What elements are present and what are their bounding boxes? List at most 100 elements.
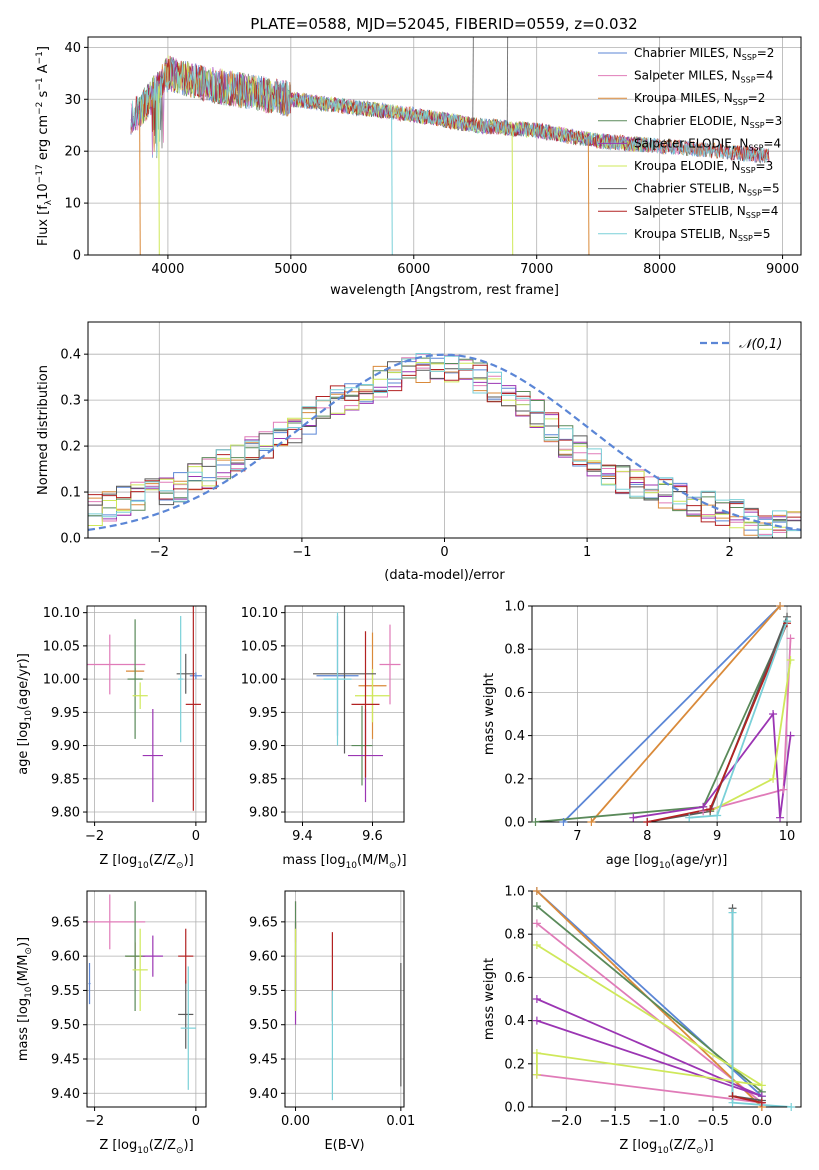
weight-marker — [783, 617, 792, 626]
legend-nssp-prefix: , N — [724, 159, 741, 173]
y-axis-label: Normed distribution — [36, 365, 51, 495]
errorbar-point — [142, 709, 163, 803]
legend-nssp-sub: SSP — [748, 143, 763, 152]
x-axis-label-part: (Z/Z — [149, 1138, 176, 1153]
errorbar-point — [379, 624, 401, 705]
mass_vs_EBV-panel: 0.00 0.01 9.40 9.45 9.50 9.55 9.60 9.65 E(B-V) — [249, 890, 415, 1153]
y-tick-label: 10.00 — [241, 673, 278, 688]
x-axis-label-part: (Z/Z — [149, 853, 176, 868]
legend-label: Chabrier MILES, NSSP=2 — [634, 46, 774, 62]
spectrum-dropout — [139, 110, 141, 255]
errorbar-point — [87, 894, 146, 950]
y-axis-label-part: s — [36, 90, 51, 101]
y-axis-label-part: −17 — [35, 164, 45, 183]
legend-nssp-eq: = — [762, 182, 772, 196]
y-axis-label-part: 10 — [36, 183, 51, 200]
x-tick-label: 4000 — [151, 262, 184, 277]
y-tick-label: 10.10 — [43, 606, 80, 621]
weight-line-0 — [536, 891, 763, 1097]
y-axis-label-part: )] — [16, 937, 31, 947]
errorbar-point — [313, 606, 376, 754]
y-tick-label: 20 — [64, 145, 81, 160]
x-tick-label: 2 — [726, 545, 734, 560]
x-tick-label: 0 — [440, 545, 448, 560]
weight-marker — [706, 805, 715, 814]
y-tick-label: 0.0 — [504, 1101, 525, 1116]
y-tick-label: 9.60 — [51, 950, 80, 965]
weight-line-7 — [732, 1095, 763, 1104]
y-tick-label: 9.45 — [51, 1053, 80, 1068]
errorbar-point — [178, 980, 194, 1049]
legend-nssp-eq: = — [763, 136, 773, 150]
y-axis-label-part: (M/M — [16, 955, 31, 987]
legend-nssp-prefix: , N — [721, 227, 738, 241]
weight-marker — [769, 774, 778, 783]
weight-line-3 — [536, 905, 763, 1093]
legend-nssp-prefix: , N — [725, 46, 742, 60]
y-tick-label: 9.40 — [51, 1087, 80, 1102]
y-tick-label: 0.4 — [504, 1014, 525, 1029]
y-tick-label: 9.80 — [51, 806, 80, 821]
y-tick-label: 10.00 — [43, 673, 80, 688]
errorbar-point — [351, 631, 380, 778]
y-axis-label: mass [log10(M/M⊙)] — [16, 937, 34, 1061]
x-tick-label: 1 — [583, 545, 591, 560]
y-tick-label: 9.95 — [51, 706, 80, 721]
legend-model-name: Chabrier ELODIE — [634, 114, 733, 128]
legend-model-name: Salpeter ELODIE — [634, 136, 732, 150]
axes-frame — [284, 605, 405, 823]
legend-nssp-value: 5 — [763, 227, 771, 241]
x-axis-label-part: Z [log — [99, 853, 137, 868]
x-tick-label: −0.5 — [697, 1114, 729, 1129]
weight-marker — [786, 634, 795, 643]
weight-marker — [776, 813, 785, 822]
axes-frame — [86, 890, 207, 1108]
x-tick-label: 9.6 — [362, 829, 383, 844]
x-tick-label: 0.0 — [752, 1114, 773, 1129]
weight-line-8 — [689, 620, 788, 819]
x-tick-label: 0.01 — [386, 1114, 415, 1129]
x-axis-label-part: age [log — [606, 853, 659, 868]
x-axis-label: E(B-V) — [324, 1138, 364, 1153]
x-tick-label: 8 — [643, 829, 651, 844]
x-axis-label: Z [log10(Z/Z⊙)] — [99, 1138, 193, 1156]
y-tick-label: 9.90 — [51, 739, 80, 754]
x-tick-label: 0 — [192, 1114, 200, 1129]
x-axis-label-part: ⊙ — [696, 1146, 704, 1156]
y-tick-label: 10.05 — [43, 639, 80, 654]
legend-nssp-value: 2 — [767, 46, 775, 60]
legend-label: Chabrier ELODIE, NSSP=3 — [634, 114, 782, 130]
figure-title: PLATE=0588, MJD=52045, FIBERID=0559, z=0… — [250, 15, 637, 33]
x-tick-label: 7000 — [520, 262, 553, 277]
weight-marker — [532, 919, 541, 928]
errorbar-point — [178, 928, 194, 984]
weight-marker — [787, 1103, 796, 1111]
weight-marker — [629, 813, 638, 822]
x-axis-label-part: )] — [184, 1138, 194, 1153]
legend-label: Kroupa MILES, NSSP=2 — [634, 91, 765, 107]
residuals-panel: −2 −1 0 1 2 0.0 0.1 0.2 0.3 0.4 𝒩(0,1) (data-model)… — [36, 321, 802, 583]
x-tick-label: 9.4 — [292, 829, 313, 844]
y-tick-label: 10.05 — [241, 639, 278, 654]
legend-label: Chabrier STELIB, NSSP=5 — [634, 182, 780, 198]
legend-nssp-sub: SSP — [741, 76, 756, 85]
y-tick-label: 30 — [64, 93, 81, 108]
x-tick-label: −1.0 — [648, 1114, 680, 1129]
x-axis-label-part: )] — [396, 853, 406, 868]
legend-nssp-eq: = — [748, 91, 758, 105]
mass_vs_Z-panel: −2 09.409.459.509.559.609.65Z [log10(Z/Z⊙… — [16, 890, 207, 1156]
spectrum-spike — [506, 37, 509, 126]
legend-label: 𝒩(0,1) — [739, 337, 782, 352]
x-axis-label-part: ⊙ — [176, 861, 184, 871]
y-axis-label-part: mass [log — [16, 998, 31, 1061]
x-axis-label: Z [log10(Z/Z⊙)] — [619, 1138, 713, 1156]
x-axis-label: Z [log10(Z/Z⊙)] — [99, 853, 193, 871]
x-axis-label-part: 10 — [346, 861, 358, 871]
y-tick-label: 1.0 — [504, 600, 525, 615]
weight-line-5 — [536, 944, 763, 1087]
weight-marker — [532, 1070, 541, 1079]
x-axis-label-part: (age/yr)] — [670, 853, 727, 868]
y-tick-label: 0.2 — [504, 1057, 525, 1072]
legend-model-name: Chabrier STELIB — [634, 182, 730, 196]
